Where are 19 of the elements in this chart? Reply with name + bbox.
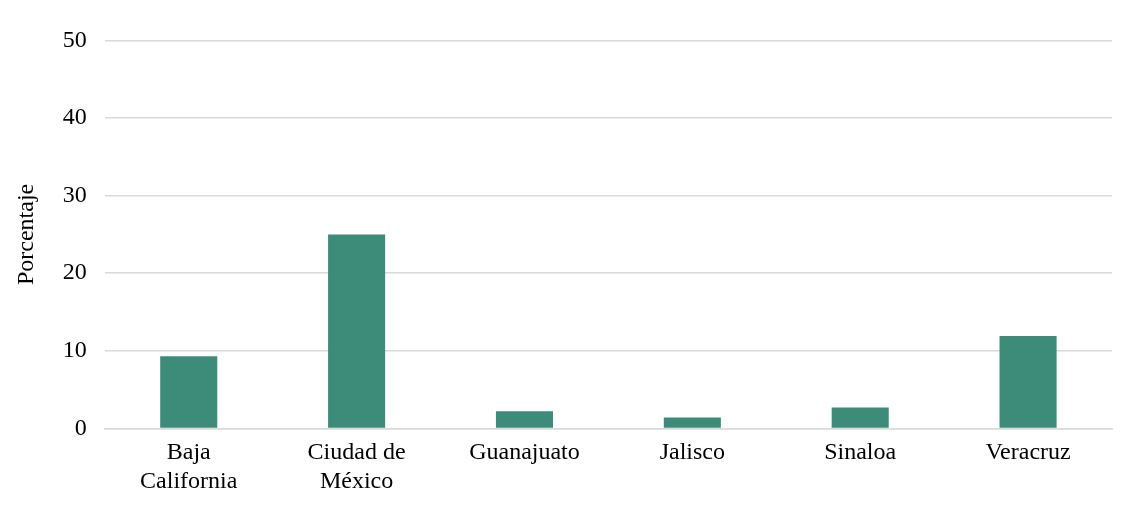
y-tick-label: 50: [62, 25, 87, 52]
y-tick-label: 40: [62, 103, 87, 130]
x-tick-label: Guanajuato: [469, 438, 580, 465]
x-tick-label: Sinaloa: [824, 438, 897, 465]
bar: [831, 407, 889, 428]
bar: [999, 336, 1057, 428]
bar: [160, 356, 218, 428]
bar: [663, 417, 721, 428]
x-tick-label: Baja California: [140, 438, 238, 493]
x-tick-label: Jalisco: [659, 438, 725, 465]
y-tick-label: 0: [74, 413, 87, 440]
y-tick-label: 10: [62, 336, 87, 363]
x-tick-label: Ciudad de México: [307, 438, 406, 493]
x-tick-label: Veracruz: [985, 438, 1071, 465]
y-axis-title: Porcentaje: [11, 183, 38, 286]
bar: [328, 234, 386, 428]
y-tick-label: 20: [62, 258, 87, 285]
bar: [495, 411, 553, 428]
y-tick-label: 30: [62, 180, 87, 207]
